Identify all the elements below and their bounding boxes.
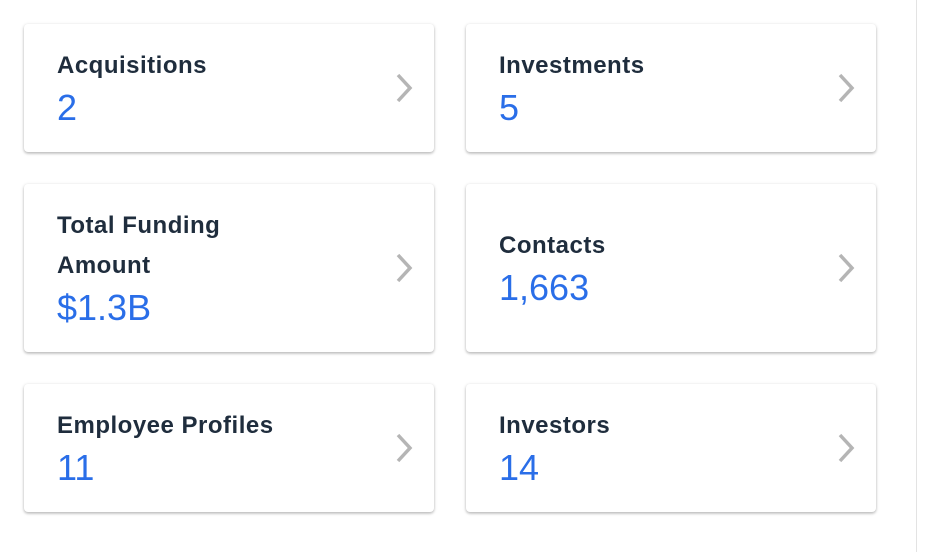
chevron-path <box>838 73 855 103</box>
card-label: Investments <box>499 52 645 79</box>
stat-card[interactable]: Investments 5 <box>466 24 876 152</box>
card-value: $1.3B <box>57 287 152 328</box>
stat-card[interactable]: Contacts 1,663 <box>466 184 876 352</box>
chevron-path <box>838 433 855 463</box>
stat-card[interactable]: Investors 14 <box>466 384 876 512</box>
card-label: Investors <box>499 412 611 439</box>
card-value: 1,663 <box>499 267 590 308</box>
divider <box>916 0 917 552</box>
card-label: Employee Profiles <box>57 412 274 439</box>
card-value: 14 <box>499 447 540 488</box>
chevron-icon <box>396 73 413 103</box>
card-value: 5 <box>499 87 520 128</box>
chevron-icon <box>838 253 855 283</box>
chevron-icon <box>838 73 855 103</box>
chevron-path <box>396 433 413 463</box>
chevron-path <box>838 253 855 283</box>
chevron-icon <box>396 253 413 283</box>
card-grid: Acquisitions 2 Investments 5 Total Funding A… <box>24 24 876 512</box>
chevron-icon <box>396 433 413 463</box>
card-label: Acquisitions <box>57 52 208 79</box>
card-label: Contacts <box>499 232 606 259</box>
card-label: Total Funding Amount <box>57 212 221 279</box>
card-value: 2 <box>57 87 78 128</box>
card-value: 11 <box>57 447 95 488</box>
stat-card[interactable]: Acquisitions 2 <box>24 24 434 152</box>
stat-card[interactable]: Employee Profiles 11 <box>24 384 434 512</box>
chevron-icon <box>838 433 855 463</box>
chevron-path <box>396 253 413 283</box>
chevron-path <box>396 73 413 103</box>
stat-card[interactable]: Total Funding Amount $1.3B <box>24 184 434 352</box>
